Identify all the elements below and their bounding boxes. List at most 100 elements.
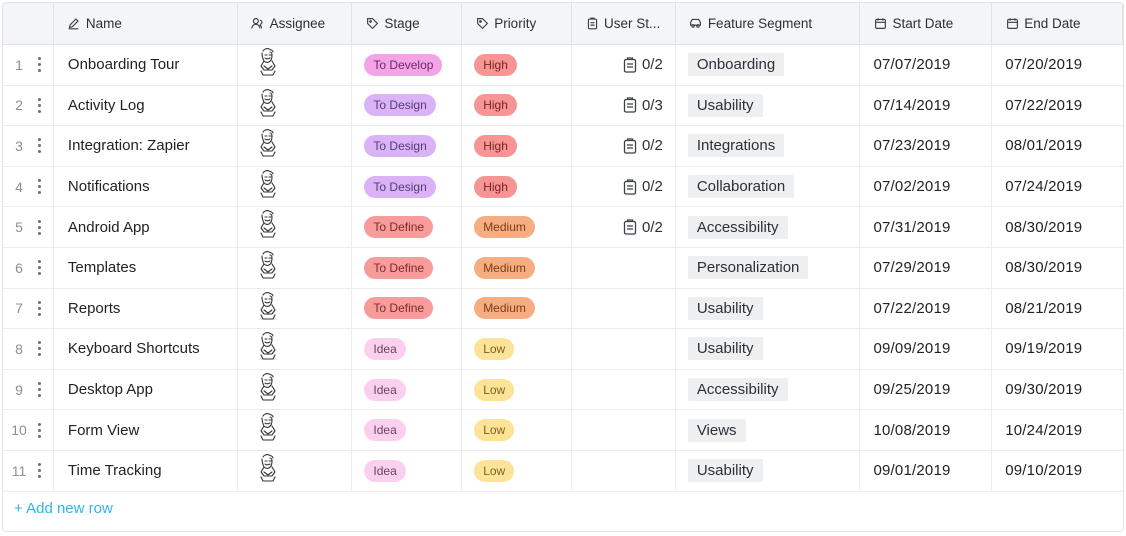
stage-cell[interactable]: To Define bbox=[352, 207, 463, 247]
row-menu-icon[interactable] bbox=[31, 257, 47, 279]
feature-segment-cell[interactable]: Usability bbox=[676, 450, 861, 491]
end-date-cell[interactable]: 09/10/2019 bbox=[992, 451, 1123, 491]
priority-cell[interactable]: Medium bbox=[462, 207, 572, 247]
priority-cell[interactable]: Medium bbox=[462, 288, 572, 329]
priority-cell[interactable]: High bbox=[462, 126, 572, 166]
stage-cell[interactable]: Idea bbox=[352, 329, 463, 369]
name-cell[interactable]: Time Tracking bbox=[54, 450, 238, 491]
assignee-cell[interactable] bbox=[238, 166, 353, 207]
feature-segment-cell[interactable]: Usability bbox=[676, 329, 861, 369]
column-header-assignee[interactable]: Assignee bbox=[238, 3, 353, 44]
priority-cell[interactable]: Low bbox=[462, 410, 572, 450]
name-cell[interactable]: Templates bbox=[54, 247, 238, 288]
end-date-cell[interactable]: 09/30/2019 bbox=[992, 370, 1123, 410]
column-header-priority[interactable]: Priority bbox=[462, 3, 572, 44]
start-date-cell[interactable]: 07/23/2019 bbox=[860, 126, 993, 166]
row-menu-icon[interactable] bbox=[31, 94, 47, 116]
row-menu-icon[interactable] bbox=[31, 135, 47, 157]
user-stories-cell[interactable]: 0/3 bbox=[572, 85, 676, 126]
priority-cell[interactable]: Low bbox=[462, 369, 572, 410]
stage-cell[interactable]: To Develop bbox=[352, 45, 463, 85]
row-menu-icon[interactable] bbox=[31, 460, 47, 482]
start-date-cell[interactable]: 07/07/2019 bbox=[860, 45, 993, 85]
column-header-start-date[interactable]: Start Date bbox=[860, 3, 993, 44]
feature-segment-cell[interactable]: Personalization bbox=[676, 247, 861, 288]
start-date-cell[interactable]: 09/25/2019 bbox=[860, 369, 993, 410]
name-cell[interactable]: Desktop App bbox=[54, 369, 238, 410]
row-menu-icon[interactable] bbox=[31, 54, 47, 76]
row-menu-icon[interactable] bbox=[31, 419, 47, 441]
row-menu-icon[interactable] bbox=[31, 297, 47, 319]
priority-cell[interactable]: High bbox=[462, 85, 572, 126]
assignee-cell[interactable] bbox=[238, 329, 353, 369]
stage-cell[interactable]: To Design bbox=[352, 85, 463, 126]
column-header-end-date[interactable]: End Date bbox=[992, 3, 1123, 44]
assignee-cell[interactable] bbox=[238, 247, 353, 288]
user-stories-cell[interactable] bbox=[572, 288, 676, 329]
table-row[interactable]: 5 Android App To Define Me bbox=[3, 207, 1123, 248]
end-date-cell[interactable]: 08/01/2019 bbox=[992, 126, 1123, 166]
table-row[interactable]: 8 Keyboard Shortcuts Idea bbox=[3, 329, 1123, 370]
table-row[interactable]: 11 Time Tracking Idea Low bbox=[3, 450, 1123, 492]
feature-segment-cell[interactable]: Usability bbox=[676, 288, 861, 329]
table-row[interactable]: 1 Onboarding Tour To Develop bbox=[3, 45, 1123, 86]
assignee-cell[interactable] bbox=[238, 207, 353, 247]
table-row[interactable]: 4 Notifications To Design bbox=[3, 166, 1123, 208]
feature-segment-cell[interactable]: Accessibility bbox=[676, 369, 861, 410]
stage-cell[interactable]: Idea bbox=[352, 410, 463, 450]
priority-cell[interactable]: High bbox=[462, 45, 572, 85]
user-stories-cell[interactable]: 0/2 bbox=[572, 45, 676, 85]
start-date-cell[interactable]: 07/31/2019 bbox=[860, 207, 993, 247]
stage-cell[interactable]: To Define bbox=[352, 288, 463, 329]
start-date-cell[interactable]: 10/08/2019 bbox=[860, 410, 993, 450]
name-cell[interactable]: Reports bbox=[54, 288, 238, 329]
end-date-cell[interactable]: 08/21/2019 bbox=[992, 289, 1123, 329]
feature-segment-cell[interactable]: Integrations bbox=[676, 126, 861, 166]
user-stories-cell[interactable]: 0/2 bbox=[572, 166, 676, 207]
start-date-cell[interactable]: 07/14/2019 bbox=[860, 85, 993, 126]
name-cell[interactable]: Onboarding Tour bbox=[54, 45, 238, 85]
row-menu-icon[interactable] bbox=[31, 379, 47, 401]
end-date-cell[interactable]: 08/30/2019 bbox=[992, 248, 1123, 288]
stage-cell[interactable]: Idea bbox=[352, 450, 463, 491]
assignee-cell[interactable] bbox=[238, 369, 353, 410]
column-header-user-stories[interactable]: User St... bbox=[572, 3, 676, 44]
start-date-cell[interactable]: 07/29/2019 bbox=[860, 247, 993, 288]
start-date-cell[interactable]: 09/09/2019 bbox=[860, 329, 993, 369]
feature-segment-cell[interactable]: Collaboration bbox=[676, 166, 861, 207]
stage-cell[interactable]: To Define bbox=[352, 247, 463, 288]
row-menu-icon[interactable] bbox=[31, 216, 47, 238]
column-header-stage[interactable]: Stage bbox=[352, 3, 463, 44]
table-row[interactable]: 3 Integration: Zapier To Design bbox=[3, 126, 1123, 167]
priority-cell[interactable]: Low bbox=[462, 450, 572, 491]
end-date-cell[interactable]: 07/22/2019 bbox=[992, 86, 1123, 126]
table-row[interactable]: 9 Desktop App Idea Low bbox=[3, 369, 1123, 411]
add-new-row-button[interactable]: + Add new row bbox=[14, 500, 113, 517]
column-header-name[interactable]: Name bbox=[54, 3, 238, 44]
end-date-cell[interactable]: 10/24/2019 bbox=[992, 410, 1123, 450]
stage-cell[interactable]: To Design bbox=[352, 166, 463, 207]
assignee-cell[interactable] bbox=[238, 126, 353, 166]
table-row[interactable]: 10 Form View Idea Low bbox=[3, 410, 1123, 451]
feature-segment-cell[interactable]: Usability bbox=[676, 85, 861, 126]
end-date-cell[interactable]: 07/24/2019 bbox=[992, 167, 1123, 207]
user-stories-cell[interactable]: 0/2 bbox=[572, 126, 676, 166]
assignee-cell[interactable] bbox=[238, 288, 353, 329]
feature-segment-cell[interactable]: Views bbox=[676, 410, 861, 450]
feature-segment-cell[interactable]: Onboarding bbox=[676, 45, 861, 85]
column-header-feature-segment[interactable]: Feature Segment bbox=[676, 3, 861, 44]
name-cell[interactable]: Activity Log bbox=[54, 85, 238, 126]
row-menu-icon[interactable] bbox=[31, 338, 47, 360]
start-date-cell[interactable]: 07/02/2019 bbox=[860, 166, 993, 207]
end-date-cell[interactable]: 07/20/2019 bbox=[992, 45, 1123, 85]
assignee-cell[interactable] bbox=[238, 45, 353, 85]
feature-segment-cell[interactable]: Accessibility bbox=[676, 207, 861, 247]
assignee-cell[interactable] bbox=[238, 450, 353, 491]
row-menu-icon[interactable] bbox=[31, 176, 47, 198]
end-date-cell[interactable]: 08/30/2019 bbox=[992, 207, 1123, 247]
stage-cell[interactable]: Idea bbox=[352, 369, 463, 410]
user-stories-cell[interactable] bbox=[572, 410, 676, 450]
priority-cell[interactable]: Medium bbox=[462, 247, 572, 288]
start-date-cell[interactable]: 07/22/2019 bbox=[860, 288, 993, 329]
name-cell[interactable]: Keyboard Shortcuts bbox=[54, 329, 238, 369]
